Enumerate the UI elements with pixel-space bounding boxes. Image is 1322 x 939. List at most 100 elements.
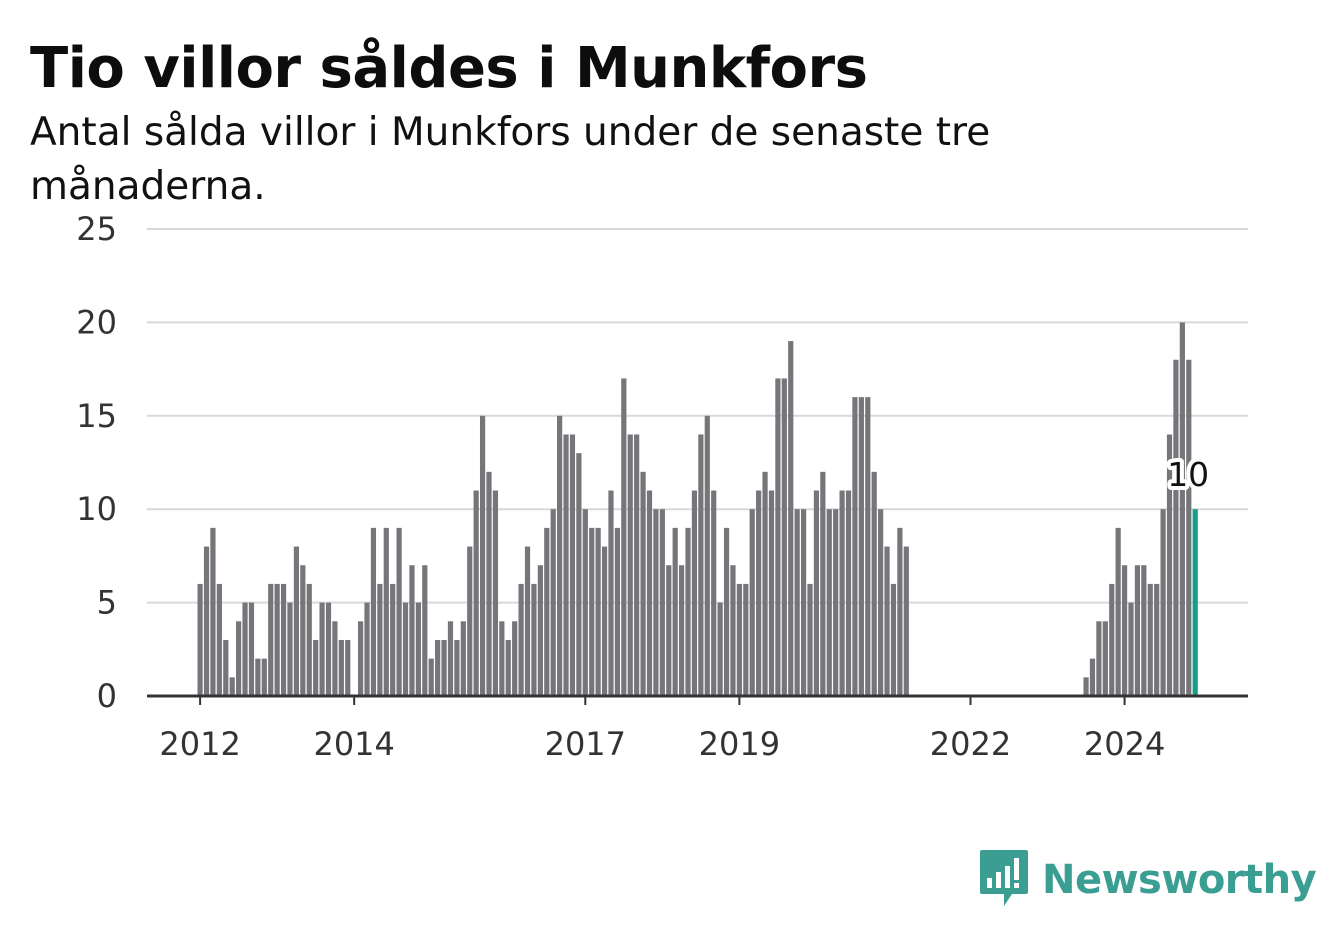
bar xyxy=(627,434,633,696)
bar xyxy=(377,583,383,696)
bar xyxy=(505,639,511,696)
bar xyxy=(762,471,768,696)
bar xyxy=(903,546,909,696)
bar xyxy=(396,527,402,696)
bar xyxy=(1179,322,1185,696)
bar xyxy=(332,621,338,696)
bar xyxy=(634,434,640,696)
bar xyxy=(447,621,454,696)
bar xyxy=(833,509,839,696)
bar xyxy=(871,471,877,696)
bar xyxy=(390,583,396,696)
bar xyxy=(1166,434,1173,696)
bar xyxy=(1121,565,1128,696)
bar xyxy=(1134,565,1141,696)
bar xyxy=(807,583,813,696)
logo-text: Newsworthy xyxy=(1042,857,1317,903)
bar xyxy=(890,583,897,696)
bar xyxy=(531,583,537,696)
bar xyxy=(255,658,261,696)
bar xyxy=(338,639,344,696)
bar xyxy=(666,565,672,696)
chart-subtitle: Antal sålda villor i Munkfors under de s… xyxy=(30,110,991,209)
bar xyxy=(698,434,704,696)
bar xyxy=(858,397,864,696)
bar xyxy=(210,527,216,696)
bar xyxy=(409,565,415,696)
bar xyxy=(839,490,845,696)
bar xyxy=(685,527,691,696)
newsworthy-logo: Newsworthy xyxy=(978,848,1317,912)
bar xyxy=(512,621,518,696)
bar xyxy=(1141,565,1147,696)
bar xyxy=(223,639,229,696)
bar xyxy=(268,583,274,696)
bar xyxy=(621,378,627,696)
bar xyxy=(589,527,595,696)
bar xyxy=(601,546,608,696)
bar xyxy=(1102,621,1108,696)
chart-title: Tio villor såldes i Munkfors xyxy=(30,36,868,101)
bar xyxy=(203,546,210,696)
bar-highlight xyxy=(1192,509,1198,696)
bar xyxy=(723,527,730,696)
bar xyxy=(653,509,659,696)
bar xyxy=(402,602,409,696)
bar xyxy=(242,602,248,696)
bar xyxy=(865,397,871,696)
bar xyxy=(300,565,306,696)
bar xyxy=(236,621,242,696)
bar xyxy=(659,509,665,696)
bar xyxy=(325,602,332,696)
bar xyxy=(479,415,486,696)
bar xyxy=(582,509,588,696)
bar xyxy=(569,434,576,696)
bar xyxy=(358,621,364,696)
highlight-value-label: 10 xyxy=(1167,455,1209,494)
bar xyxy=(614,527,620,696)
bar xyxy=(293,546,299,696)
bar xyxy=(313,639,319,696)
bar xyxy=(370,527,377,696)
x-tick-label: 2014 xyxy=(313,725,394,763)
bar xyxy=(1089,658,1096,696)
bar xyxy=(775,378,781,696)
y-tick-label: 25 xyxy=(76,210,117,248)
bar xyxy=(1160,509,1166,696)
bar xyxy=(640,471,646,696)
bar xyxy=(537,565,543,696)
y-tick-label: 0 xyxy=(97,677,117,715)
bar xyxy=(646,490,653,696)
bar xyxy=(229,677,235,696)
bar xyxy=(306,583,312,696)
bar xyxy=(711,490,717,696)
bar xyxy=(460,621,466,696)
bar xyxy=(287,602,293,696)
bar xyxy=(1147,583,1153,696)
x-tick-label: 2012 xyxy=(159,725,240,763)
bar xyxy=(1083,677,1089,696)
bar xyxy=(428,658,434,696)
bar xyxy=(897,527,903,696)
bar xyxy=(672,527,678,696)
bar xyxy=(422,565,428,696)
bar xyxy=(1096,621,1102,696)
x-tick-label: 2022 xyxy=(930,725,1011,763)
bar xyxy=(768,490,775,696)
axes: 0 5 10 15 20 25 2012 2014 2017 2019 2022 2024 xyxy=(76,210,1248,763)
bar xyxy=(197,583,203,696)
bar xyxy=(1173,359,1179,696)
bar xyxy=(486,471,492,696)
bar xyxy=(704,415,710,696)
bar xyxy=(794,509,800,696)
bar xyxy=(248,602,255,696)
bar xyxy=(679,565,685,696)
bar xyxy=(274,583,280,696)
bars xyxy=(197,322,1198,696)
bar xyxy=(216,583,222,696)
bar xyxy=(319,602,325,696)
bar xyxy=(557,415,563,696)
bar xyxy=(261,658,267,696)
bar xyxy=(499,621,505,696)
bar xyxy=(781,378,787,696)
